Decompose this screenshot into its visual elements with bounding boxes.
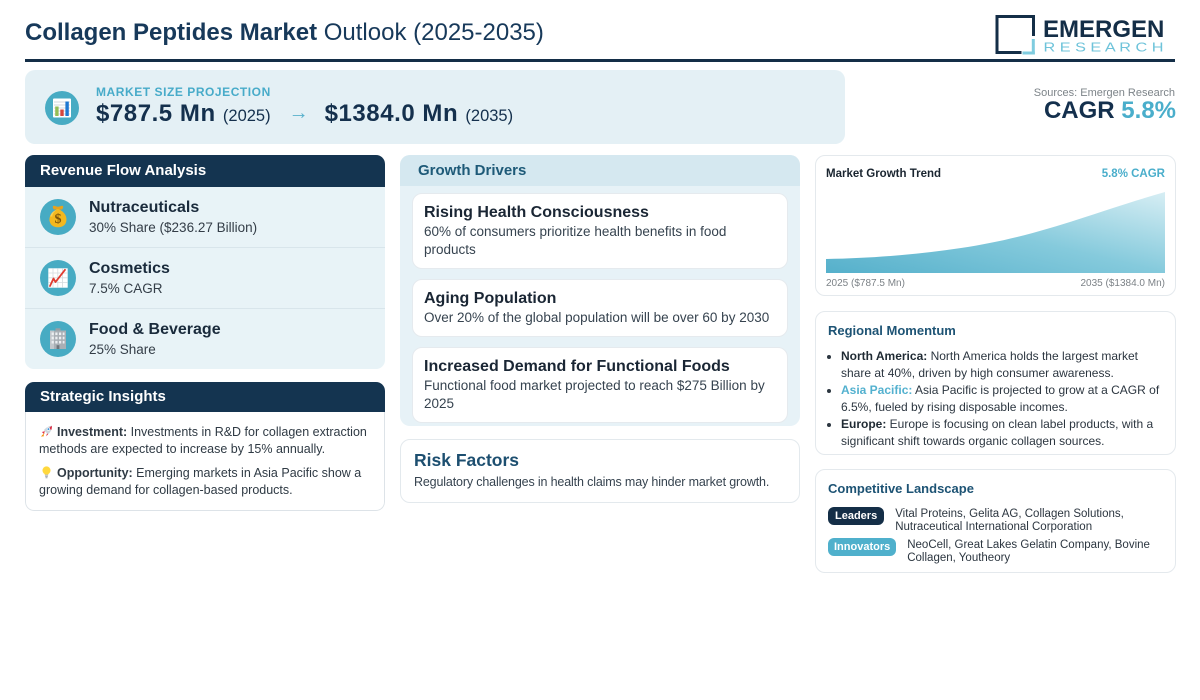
svg-text:R E S E A R C H: R E S E A R C H: [1044, 40, 1164, 55]
svg-text:EMERGEN: EMERGEN: [1043, 16, 1164, 43]
svg-text:$: $: [55, 212, 62, 227]
